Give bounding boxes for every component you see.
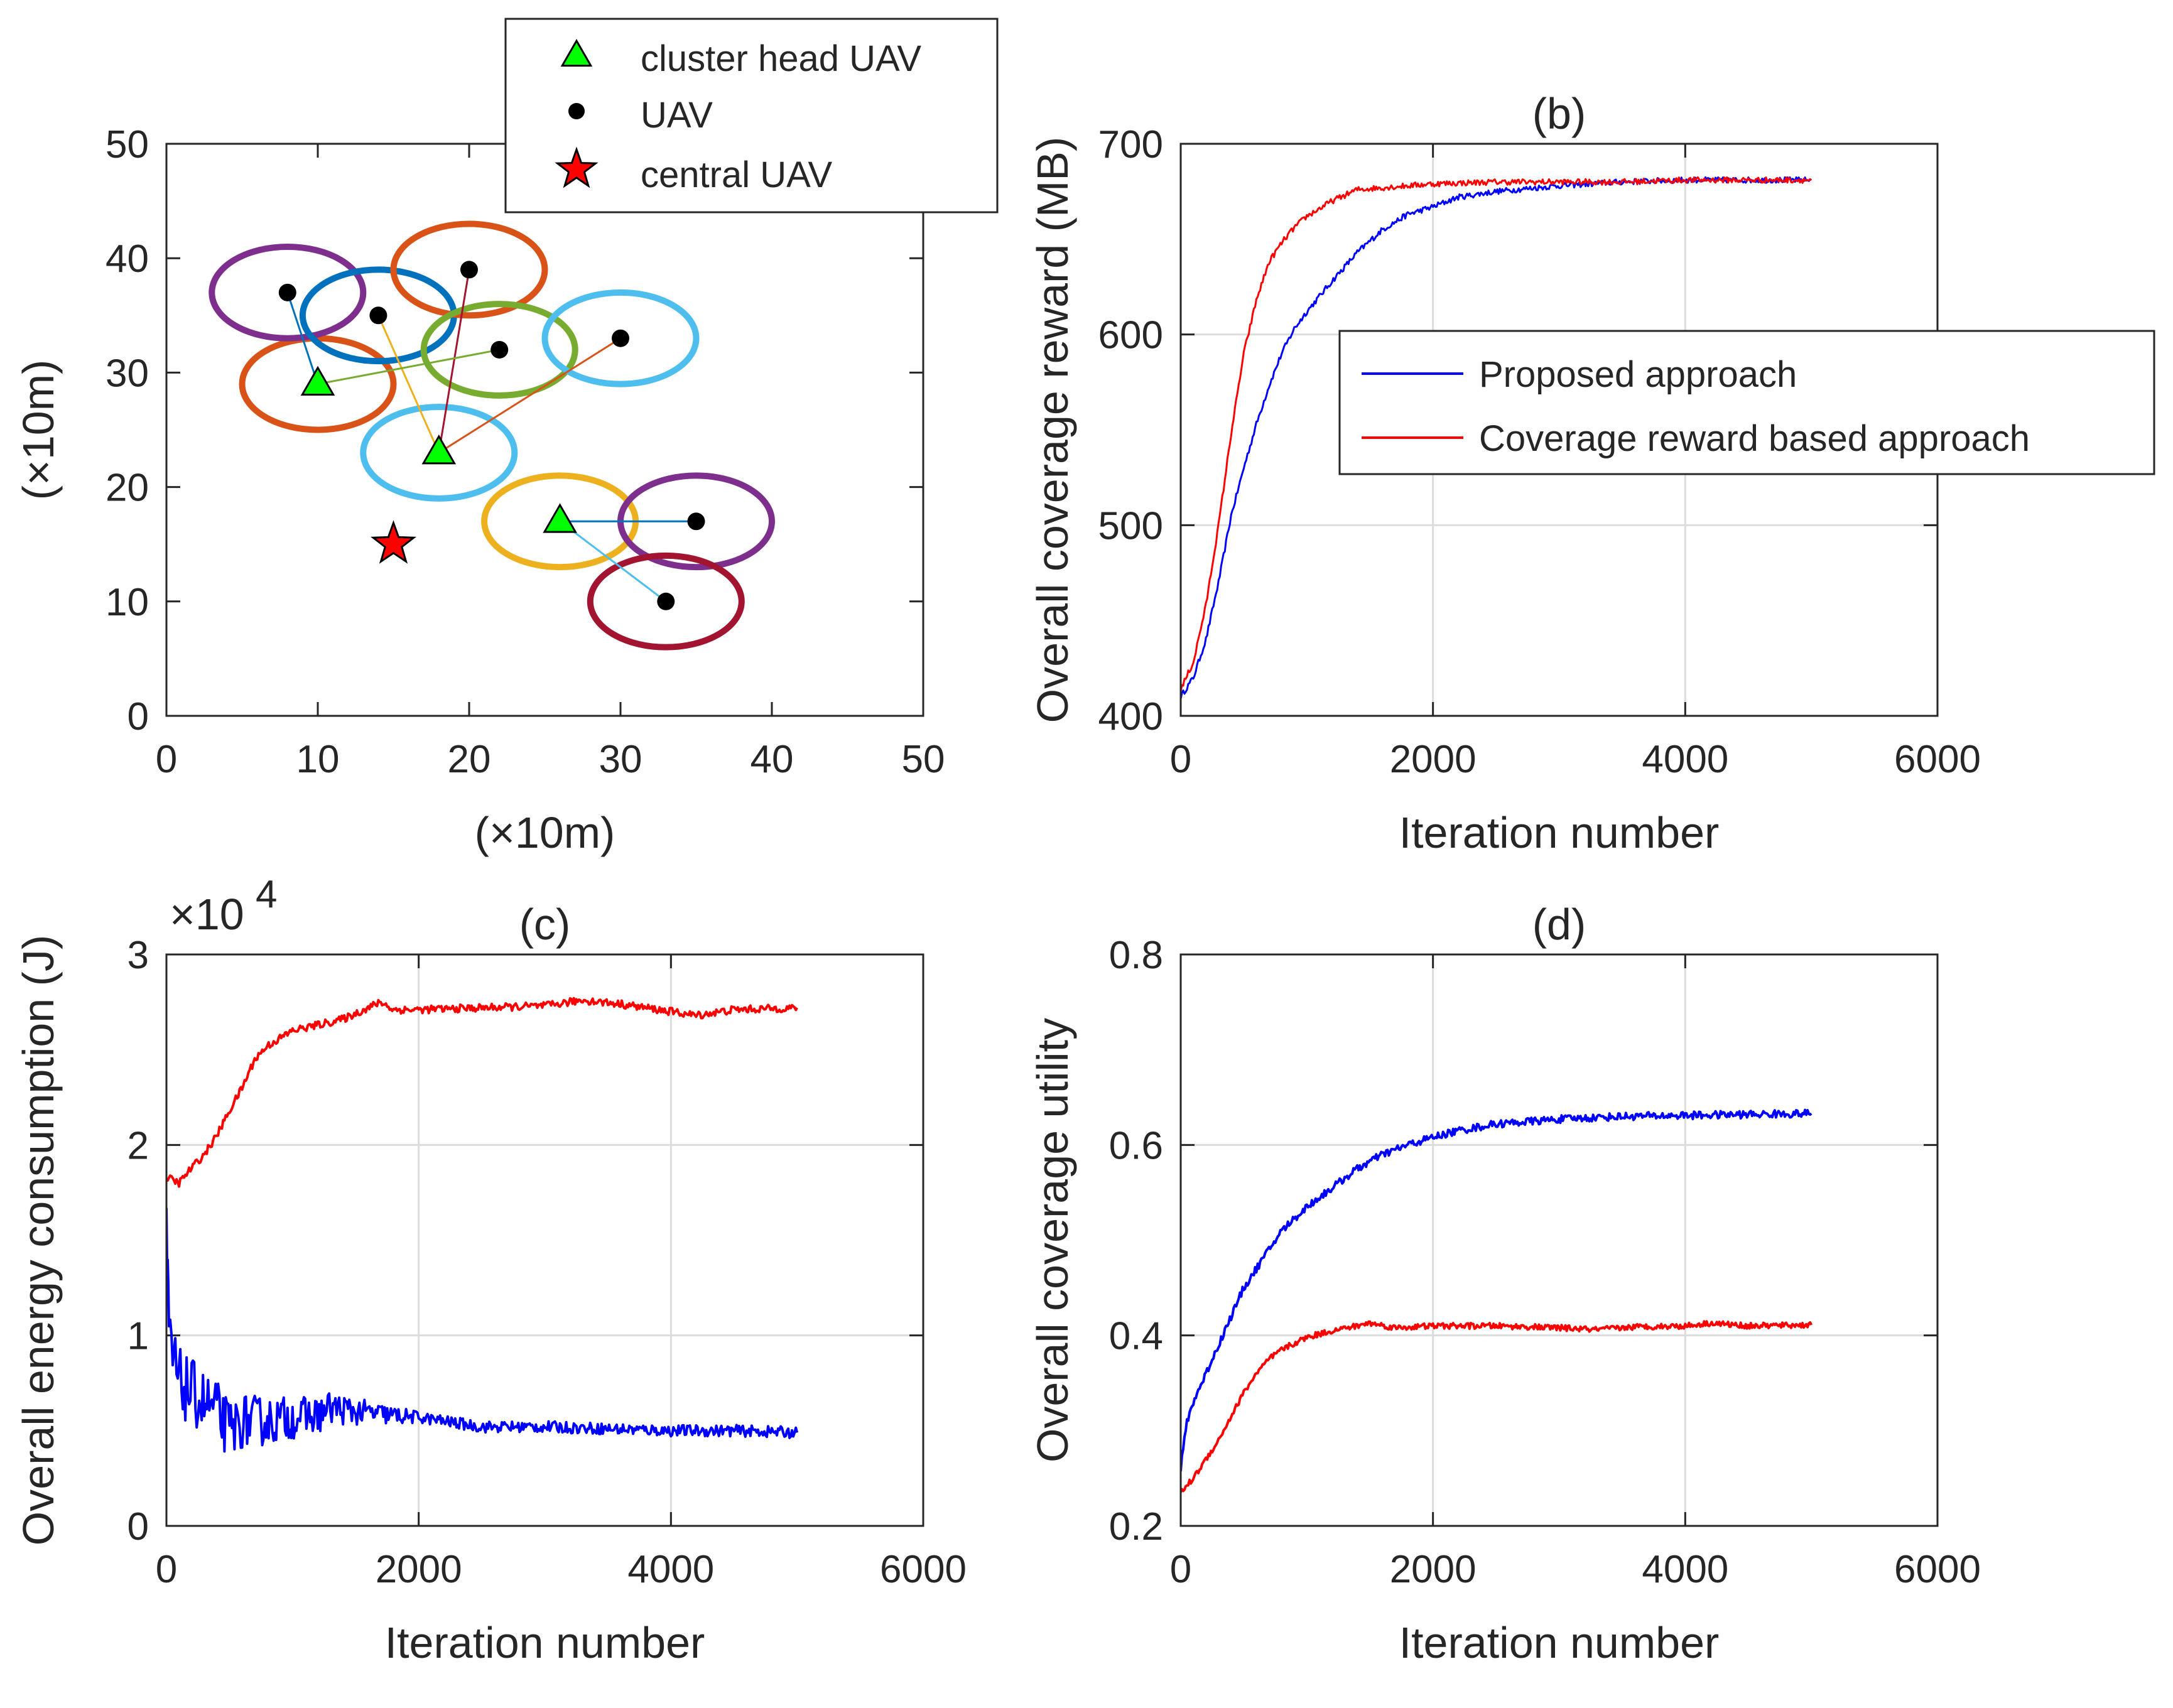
coverage-circle-uav-3 bbox=[420, 301, 578, 399]
cluster-head-marker-0 bbox=[300, 365, 335, 396]
y-tick-label: 0.4 bbox=[1109, 1315, 1163, 1358]
y-tick-label: 500 bbox=[1098, 504, 1163, 548]
coverage-circle-uav-2 bbox=[390, 220, 548, 319]
series-line-b-0 bbox=[1181, 176, 1812, 700]
chart-c: 0 2000 4000 6000 0 1 2 3 (c) Iteration number Over… bbox=[14, 873, 967, 1667]
uav-link-6 bbox=[559, 521, 667, 602]
y-axis-label-d: Overall coverage utility bbox=[1028, 1018, 1077, 1462]
x-tick-label: 40 bbox=[751, 738, 794, 781]
chart-title-d: (d) bbox=[1532, 900, 1586, 949]
y-axis-label-c: Overall energy consumption (J) bbox=[14, 935, 63, 1546]
plot-area-a bbox=[166, 144, 923, 716]
coverage-circle-uav-6 bbox=[587, 552, 745, 651]
y-tick-label: 3 bbox=[127, 934, 149, 977]
chart-d: 0 2000 4000 6000 0.2 0.4 0.6 0.8 (d) Iteration nu… bbox=[1028, 900, 1981, 1667]
axes-frame-c bbox=[165, 953, 924, 1527]
uav-link-0 bbox=[286, 292, 319, 385]
uav-marker-4 bbox=[612, 329, 629, 347]
uav-marker-5 bbox=[687, 512, 705, 531]
axis-multiplier: ×10 bbox=[170, 890, 244, 939]
uav-link-4 bbox=[438, 337, 621, 454]
coverage-circle-head-1 bbox=[360, 404, 518, 502]
y-tick-label: 0.8 bbox=[1109, 934, 1163, 977]
x-axis-label-b: Iteration number bbox=[1399, 808, 1720, 857]
y-tick-label: 600 bbox=[1098, 314, 1163, 357]
y-tick-label: 400 bbox=[1098, 695, 1163, 738]
plot-area-d bbox=[1181, 954, 1937, 1526]
legend-label: UAV bbox=[641, 95, 713, 136]
y-tick-label: 0 bbox=[127, 695, 149, 738]
x-tick-label: 6000 bbox=[880, 1548, 967, 1591]
x-tick-label: 30 bbox=[599, 738, 642, 781]
x-tick-label: 0 bbox=[156, 1548, 177, 1591]
y-tick-label: 2 bbox=[127, 1124, 149, 1167]
y-tick-label: 700 bbox=[1098, 123, 1163, 166]
central-uav-marker bbox=[371, 520, 416, 564]
series-line-d-0 bbox=[1181, 1108, 1813, 1472]
x-axis-label-c: Iteration number bbox=[385, 1618, 705, 1667]
x-tick-label: 4000 bbox=[1642, 1548, 1728, 1591]
cluster-head-marker-1 bbox=[421, 434, 457, 465]
legend-label: Coverage reward based approach bbox=[1479, 418, 2030, 459]
x-tick-label: 0 bbox=[156, 738, 177, 781]
coverage-circle-uav-4 bbox=[541, 289, 700, 387]
y-tick-label: 40 bbox=[106, 237, 149, 281]
y-tick-label: 50 bbox=[106, 123, 149, 166]
y-tick-label: 30 bbox=[106, 352, 149, 395]
y-tick-label: 0 bbox=[127, 1505, 149, 1549]
cluster-head-marker-2 bbox=[543, 503, 577, 533]
x-tick-label: 4000 bbox=[627, 1548, 714, 1591]
legend-star-icon bbox=[555, 146, 599, 188]
legend-dot-icon bbox=[568, 103, 585, 119]
y-axis-label-b: Overall coverage reward (MB) bbox=[1028, 137, 1077, 723]
x-tick-label: 4000 bbox=[1642, 738, 1728, 781]
uav-link-3 bbox=[317, 349, 500, 386]
y-tick-label: 1 bbox=[127, 1315, 149, 1358]
y-tick-label: 10 bbox=[106, 581, 149, 624]
y-tick-label: 0.6 bbox=[1109, 1124, 1163, 1167]
axis-multiplier-exponent: 4 bbox=[256, 873, 277, 916]
legend-a: cluster head UAV UAV central UAV bbox=[504, 18, 999, 214]
y-tick-label: 20 bbox=[106, 467, 149, 510]
x-tick-label: 50 bbox=[902, 738, 945, 781]
uav-marker-1 bbox=[369, 306, 387, 325]
y-axis-label-a: (×10m) bbox=[14, 360, 63, 500]
x-tick-label: 0 bbox=[1170, 738, 1191, 781]
coverage-circle-head-0 bbox=[239, 335, 397, 433]
chart-title-c: (c) bbox=[519, 900, 571, 949]
x-tick-label: 0 bbox=[1170, 1548, 1191, 1591]
x-tick-label: 2000 bbox=[376, 1548, 462, 1591]
plot-area-c bbox=[166, 954, 923, 1526]
legend-box-b bbox=[1338, 330, 2155, 475]
x-axis-label-a: (×10m) bbox=[475, 808, 615, 857]
series-line-b-1 bbox=[1181, 176, 1813, 692]
x-tick-label: 10 bbox=[296, 738, 340, 781]
y-tick-label: 0.2 bbox=[1109, 1505, 1163, 1549]
x-tick-label: 6000 bbox=[1894, 1548, 1981, 1591]
series-line-d-1 bbox=[1181, 1320, 1813, 1493]
legend-label: cluster head UAV bbox=[641, 38, 921, 79]
x-tick-label: 2000 bbox=[1390, 1548, 1477, 1591]
uav-link-1 bbox=[377, 315, 440, 453]
legend-label: central UAV bbox=[641, 154, 832, 195]
x-axis-label-d: Iteration number bbox=[1399, 1618, 1720, 1667]
x-tick-label: 6000 bbox=[1894, 738, 1981, 781]
axes-frame-d bbox=[1179, 953, 1939, 1527]
uav-marker-2 bbox=[460, 261, 478, 279]
chart-title-b: (b) bbox=[1532, 89, 1586, 138]
uav-link-2 bbox=[438, 269, 470, 453]
x-tick-label: 2000 bbox=[1390, 738, 1477, 781]
legend-triangle-icon bbox=[560, 38, 593, 67]
coverage-circle-uav-0 bbox=[209, 243, 367, 342]
uav-marker-6 bbox=[657, 592, 675, 610]
series-line-c-0 bbox=[166, 1208, 799, 1453]
series-line-c-1 bbox=[166, 997, 798, 1188]
legend-b: Proposed approach Coverage reward based a… bbox=[1338, 330, 2155, 475]
legend-label: Proposed approach bbox=[1479, 354, 1797, 395]
uav-marker-3 bbox=[490, 340, 509, 359]
x-tick-label: 20 bbox=[448, 738, 491, 781]
uav-marker-0 bbox=[278, 283, 296, 301]
